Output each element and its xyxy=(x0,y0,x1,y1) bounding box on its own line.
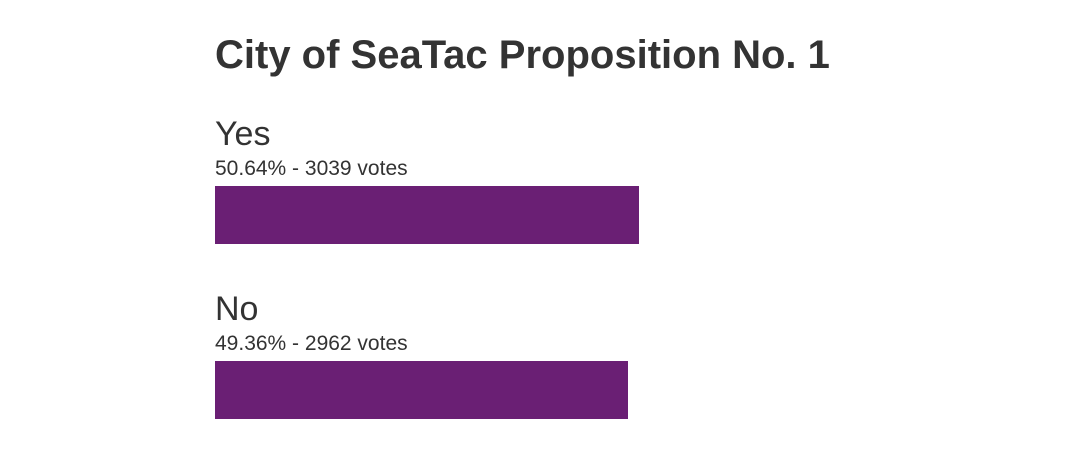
bar-no xyxy=(215,361,628,419)
option-no: No 49.36% - 2962 votes xyxy=(215,289,1055,419)
option-label-no: No xyxy=(215,290,259,328)
option-yes: Yes 50.64% - 3039 votes xyxy=(215,114,1055,244)
bar-yes xyxy=(215,186,639,244)
results-chart: City of SeaTac Proposition No. 1 Yes 50.… xyxy=(215,26,1055,419)
chart-title: City of SeaTac Proposition No. 1 xyxy=(215,33,830,77)
bar-track-no xyxy=(215,361,1052,419)
option-stats-yes: 50.64% - 3039 votes xyxy=(215,157,408,180)
option-stats-no: 49.36% - 2962 votes xyxy=(215,332,408,355)
bar-track-yes xyxy=(215,186,1052,244)
option-label-yes: Yes xyxy=(215,115,271,153)
